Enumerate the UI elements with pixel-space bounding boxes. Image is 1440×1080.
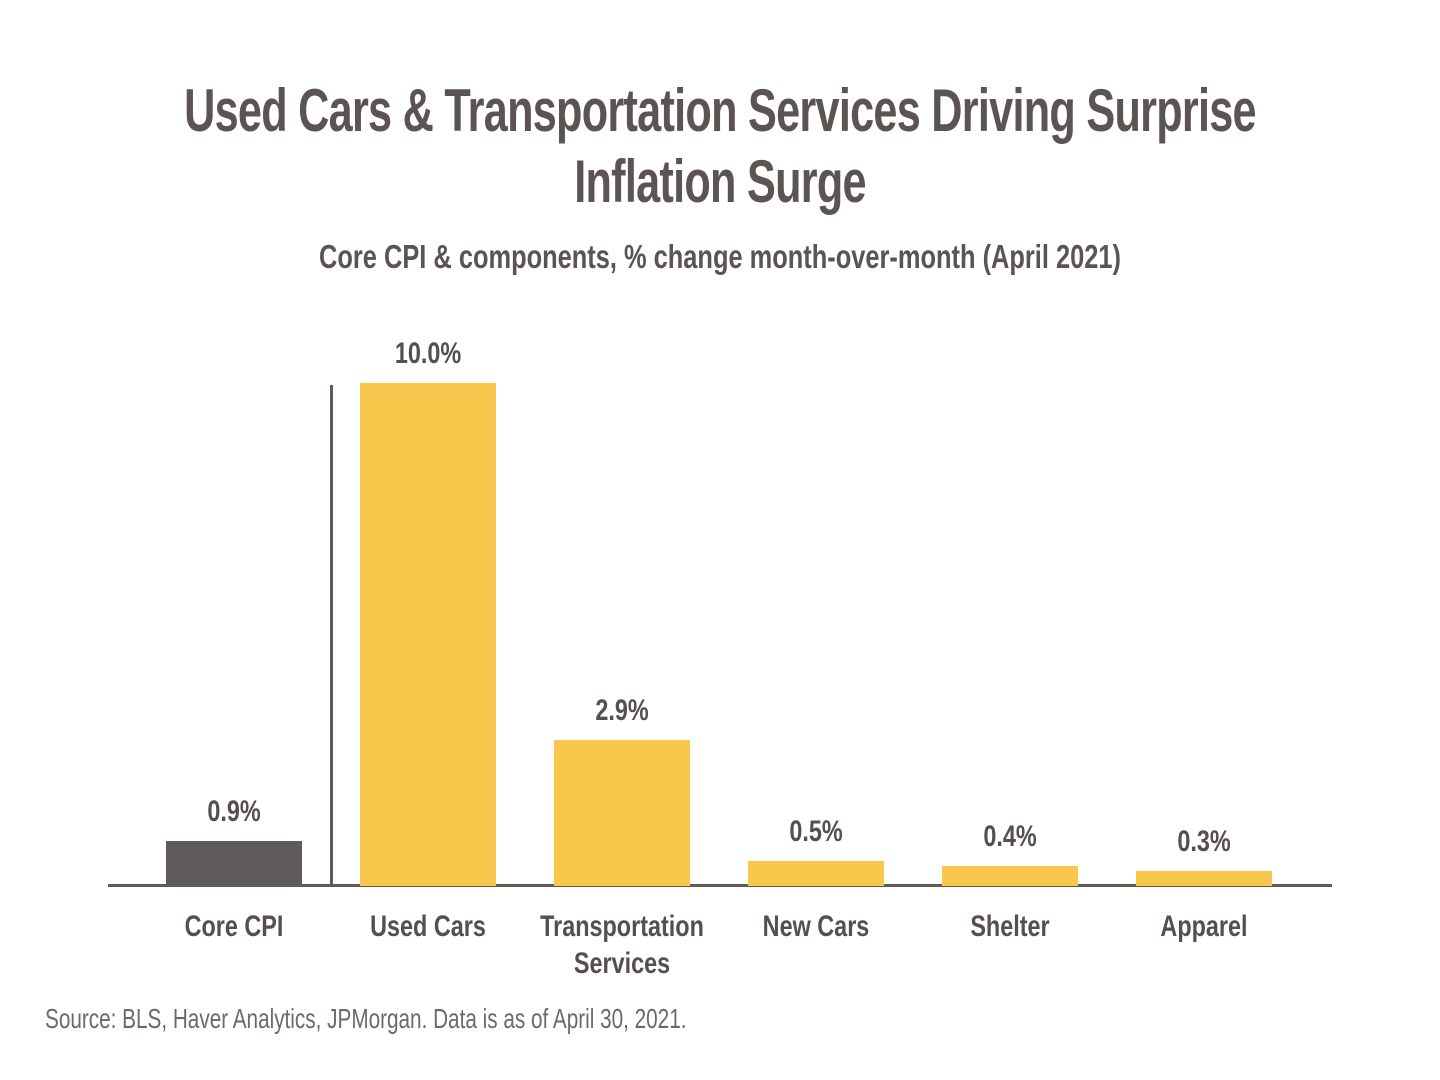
value-label-new-cars: 0.5% <box>789 815 843 848</box>
source-note: Source: BLS, Haver Analytics, JPMorgan. … <box>45 1003 687 1034</box>
chart-title-line-1-text: Used Cars & Transportation Services Driv… <box>184 77 1256 144</box>
value-label-used-cars: 10.0% <box>394 337 462 370</box>
category-label-new-cars: New Cars <box>762 910 870 943</box>
x-axis-baseline <box>108 884 1332 887</box>
core-cpi-divider-line <box>330 385 333 884</box>
value-label-core-cpi: 0.9% <box>207 795 261 828</box>
bar-apparel <box>1136 871 1272 886</box>
category-label-transportation-services: Transportation Services <box>540 910 704 980</box>
chart-subtitle: Core CPI & components, % change month-ov… <box>0 236 1440 278</box>
bar-shelter <box>942 866 1078 886</box>
category-label-used-cars: Used Cars <box>370 910 486 943</box>
category-label-shelter: Shelter <box>970 910 1050 943</box>
value-label-shelter: 0.4% <box>983 820 1037 853</box>
chart-title-line-2-text: Inflation Surge <box>574 148 866 215</box>
bar-transportation-services <box>554 740 690 886</box>
category-label-apparel: Apparel <box>1160 910 1248 943</box>
value-label-transportation-services: 2.9% <box>595 694 649 727</box>
bar-new-cars <box>748 861 884 886</box>
chart-title: Used Cars & Transportation Services Driv… <box>0 75 1440 217</box>
chart-title-line-1: Used Cars & Transportation Services Driv… <box>0 75 1440 146</box>
chart-subtitle-text: Core CPI & components, % change month-ov… <box>319 238 1121 275</box>
bar-core-cpi <box>166 841 302 886</box>
bar-used-cars <box>360 383 496 886</box>
value-label-apparel: 0.3% <box>1177 825 1231 858</box>
category-label-core-cpi: Core CPI <box>184 910 284 943</box>
chart-title-line-2: Inflation Surge <box>0 146 1440 217</box>
